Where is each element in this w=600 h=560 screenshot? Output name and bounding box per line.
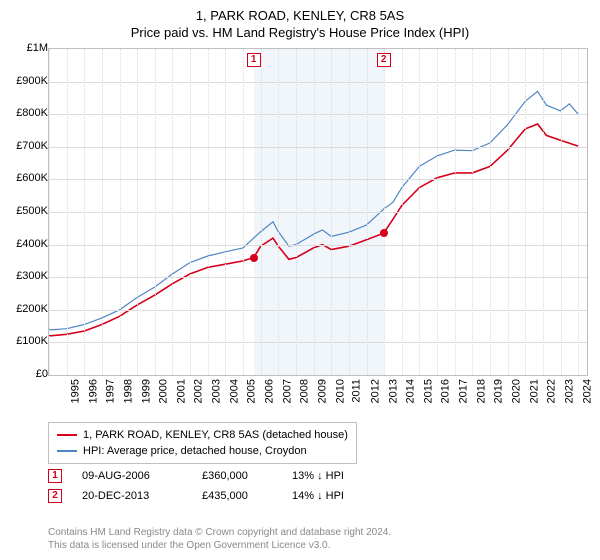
x-axis-label: 2012: [369, 379, 381, 403]
y-axis-label: £1M: [27, 42, 48, 54]
y-axis-label: £0: [36, 368, 48, 380]
x-axis-label: 2016: [440, 379, 452, 403]
x-axis-label: 1998: [122, 379, 134, 403]
flag-icon: 2: [48, 489, 62, 503]
chart-title: 1, PARK ROAD, KENLEY, CR8 5AS: [12, 8, 588, 23]
x-axis-label: 2011: [351, 379, 363, 403]
legend-row: 1, PARK ROAD, KENLEY, CR8 5AS (detached …: [57, 427, 348, 443]
transaction-row: 2 20-DEC-2013£435,00014% ↓ HPI: [48, 486, 588, 506]
transaction-date: 20-DEC-2013: [82, 490, 202, 502]
x-axis-label: 2024: [581, 379, 593, 403]
y-axis-label: £600K: [16, 172, 48, 184]
legend-swatch: [57, 434, 77, 436]
legend-row: HPI: Average price, detached house, Croy…: [57, 443, 348, 459]
x-axis-label: 1995: [69, 379, 81, 403]
y-axis-label: £200K: [16, 303, 48, 315]
chart-container: 1, PARK ROAD, KENLEY, CR8 5AS Price paid…: [0, 0, 600, 560]
footer-line-2: This data is licensed under the Open Gov…: [48, 539, 588, 552]
x-axis-label: 2014: [405, 379, 417, 403]
x-axis-label: 2018: [475, 379, 487, 403]
y-axis-label: £100K: [16, 335, 48, 347]
footer-attribution: Contains HM Land Registry data © Crown c…: [48, 526, 588, 552]
x-axis-label: 1999: [140, 379, 152, 403]
transaction-row: 1 09-AUG-2006£360,00013% ↓ HPI: [48, 466, 588, 486]
x-axis-label: 2019: [493, 379, 505, 403]
plot-area: 12: [48, 48, 588, 376]
y-axis-label: £400K: [16, 238, 48, 250]
transaction-table: 1 09-AUG-2006£360,00013% ↓ HPI 2 20-DEC-201…: [48, 466, 588, 506]
x-axis-label: 2006: [264, 379, 276, 403]
transaction-date: 09-AUG-2006: [82, 470, 202, 482]
x-axis-label: 2001: [175, 379, 187, 403]
transaction-delta: 13% ↓ HPI: [292, 470, 402, 482]
chart-subtitle: Price paid vs. HM Land Registry's House …: [12, 25, 588, 40]
x-axis-label: 2003: [211, 379, 223, 403]
x-axis-label: 2004: [228, 379, 240, 403]
transaction-delta: 14% ↓ HPI: [292, 490, 402, 502]
flag-icon: 1: [48, 469, 62, 483]
x-axis-label: 2015: [422, 379, 434, 403]
flag-marker: 1: [247, 53, 261, 67]
y-axis-label: £500K: [16, 205, 48, 217]
x-axis-label: 2000: [158, 379, 170, 403]
y-axis-label: £900K: [16, 75, 48, 87]
transaction-marker: [380, 229, 388, 237]
legend-swatch: [57, 450, 77, 452]
x-axis-label: 1997: [105, 379, 117, 403]
transaction-price: £360,000: [202, 470, 292, 482]
x-axis-label: 2009: [316, 379, 328, 403]
y-axis-label: £700K: [16, 140, 48, 152]
flag-marker: 2: [377, 53, 391, 67]
x-axis-label: 2023: [563, 379, 575, 403]
x-axis-label: 2017: [458, 379, 470, 403]
x-axis-label: 2010: [334, 379, 346, 403]
y-axis-label: £300K: [16, 270, 48, 282]
legend-label: 1, PARK ROAD, KENLEY, CR8 5AS (detached …: [83, 429, 348, 441]
transaction-price: £435,000: [202, 490, 292, 502]
x-axis-label: 2007: [281, 379, 293, 403]
legend-label: HPI: Average price, detached house, Croy…: [83, 445, 307, 457]
x-axis-label: 2021: [528, 379, 540, 403]
x-axis-label: 1996: [87, 379, 99, 403]
footer-line-1: Contains HM Land Registry data © Crown c…: [48, 526, 588, 539]
legend-box: 1, PARK ROAD, KENLEY, CR8 5AS (detached …: [48, 422, 357, 464]
x-axis-label: 2005: [246, 379, 258, 403]
x-axis-label: 2002: [193, 379, 205, 403]
x-axis-label: 2022: [546, 379, 558, 403]
y-axis-label: £800K: [16, 107, 48, 119]
x-axis-label: 2008: [299, 379, 311, 403]
transaction-marker: [250, 254, 258, 262]
x-axis-label: 2020: [510, 379, 522, 403]
x-axis-label: 2013: [387, 379, 399, 403]
